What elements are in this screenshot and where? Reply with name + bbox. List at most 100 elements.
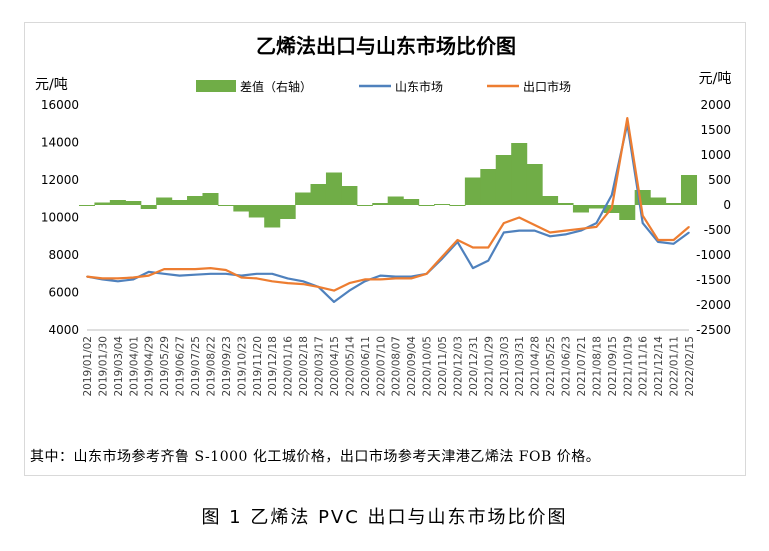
shandong-point [379,274,382,277]
export-point [271,280,274,283]
plot-area [78,116,698,303]
diff-bar [341,186,358,205]
x-tick-label: 2019/11/20 [252,336,264,397]
shandong-point [502,231,505,234]
shandong-market-line [86,122,690,303]
left-tick-label: 8000 [48,248,79,262]
export-market-line [86,116,690,292]
legend-label-shandong: 山东市场 [395,79,443,94]
x-tick-label: 2019/08/22 [205,336,217,397]
shandong-point [302,280,304,283]
diff-bar [526,164,543,205]
diff-bar [78,205,96,206]
legend-label-diff: 差值（右轴） [240,79,312,94]
shandong-point [564,233,567,236]
chart-title: 乙烯法出口与山东市场比价图 [256,34,516,58]
x-tick-label: 2019/04/01 [128,336,140,397]
x-tick-label: 2020/08/07 [391,336,403,397]
diff-bar [588,205,605,209]
diff-bar [356,205,373,206]
shandong-point [641,222,644,224]
shandong-point [518,229,521,232]
x-tick-label: 2019/07/25 [190,336,202,397]
shandong-point [549,235,551,238]
diff-bar [480,169,497,205]
x-tick-label: 2020/01/16 [283,336,295,397]
right-tick-label: -1500 [696,273,731,287]
shandong-point [163,272,165,275]
diff-bar [125,201,142,205]
shandong-point [240,274,243,277]
diff-bar [217,205,234,206]
diff-bar [680,175,698,205]
export-point [317,286,320,288]
shandong-point [117,280,119,283]
right-tick-label: 1000 [700,148,731,162]
x-tick-label: 2020/12/03 [452,336,464,397]
shandong-point [271,272,274,275]
diff-bar [464,177,481,205]
x-tick-label: 2020/10/05 [422,336,434,397]
diff-bar [140,205,157,209]
x-tick-label: 2021/09/15 [607,336,619,397]
shandong-point [132,278,135,281]
diff-bar [650,197,667,205]
right-axis: -2500 -2000 -1500 -1000 -500 0 500 1000 1500 2000 [696,98,731,337]
x-tick-label: 2021/03/03 [499,336,511,397]
shandong-point [348,289,351,292]
export-point [255,277,258,280]
export-point [286,282,289,284]
right-tick-label: 0 [723,198,731,212]
diff-bar [109,200,126,205]
export-point [456,239,459,241]
shandong-point [209,272,212,275]
export-point [595,226,598,228]
x-tick-label: 2019/01/02 [82,336,94,397]
left-axis-unit: 元/吨 [35,77,68,93]
x-tick-label: 2019/04/29 [144,336,156,397]
right-tick-label: 1500 [700,123,731,137]
right-axis-unit: 元/吨 [699,71,732,87]
export-point [533,224,536,226]
diff-bar [665,203,682,205]
diff-bar [310,184,327,205]
export-point [178,268,181,270]
x-tick-label: 2022/01/11 [669,336,681,397]
shandong-point [472,267,474,269]
export-point [194,268,196,270]
diff-bar [202,193,219,205]
legend-label-export: 出口市场 [523,79,571,94]
legend: 差值（右轴） 山东市场 出口市场 [196,79,571,94]
export-point [549,231,551,234]
diff-bar [94,202,111,205]
diff-bar [418,205,435,206]
diff-bar [156,197,173,205]
export-point [86,275,88,278]
shandong-point [364,280,366,283]
figure-caption: 图 1 乙烯法 PVC 出口与山东市场比价图 [201,507,568,528]
right-tick-label: -2000 [696,298,731,312]
left-axis: 4000 6000 8000 10000 12000 14000 16000 [41,98,79,337]
x-tick-label: 2020/07/10 [375,336,387,397]
export-point [132,276,135,279]
x-tick-label: 2021/04/28 [530,336,542,397]
export-point [117,277,119,280]
x-tick-label: 2020/03/17 [314,336,326,397]
diff-bar [434,204,451,205]
x-tick-label: 2019/06/27 [175,336,187,397]
right-tick-label: -1000 [696,248,731,262]
diff-bar [372,203,389,205]
diff-bar [295,192,312,205]
left-tick-label: 16000 [41,98,79,112]
chart-canvas: 乙烯法出口与山东市场比价图 元/吨 元/吨 差值（右轴） 山东市场 出口市场 4… [35,34,732,397]
right-tick-label: -2500 [696,323,731,337]
shandong-point [394,275,397,278]
shandong-point [611,194,613,196]
right-tick-label: -500 [704,223,731,237]
export-point [225,269,227,271]
x-tick-label: 2021/03/31 [514,336,526,397]
right-tick-label: 500 [708,173,731,187]
x-tick-label: 2019/03/04 [113,336,125,397]
shandong-point [147,271,150,273]
export-point [425,272,428,275]
